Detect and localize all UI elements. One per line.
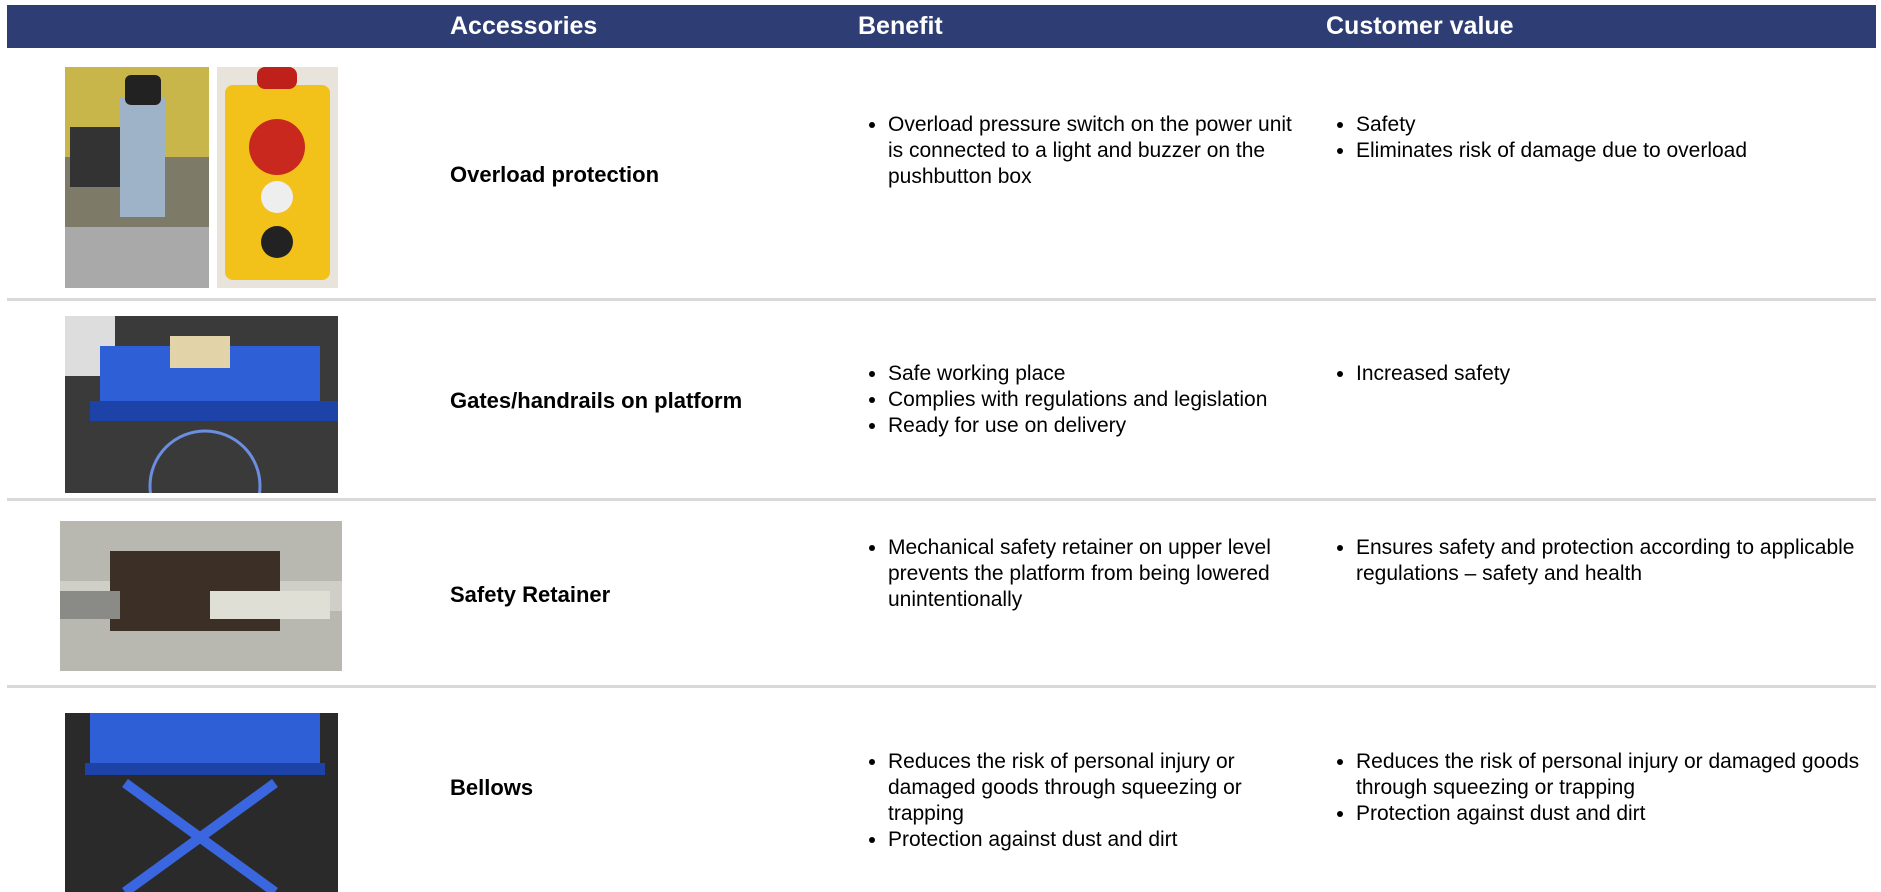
photo — [60, 521, 342, 671]
photo — [217, 67, 338, 288]
photo — [65, 67, 209, 288]
benefit-item: Reduces the risk of personal injury or d… — [888, 749, 1308, 827]
benefit-item: Overload pressure switch on the power un… — [888, 112, 1308, 190]
benefit-item: Mechanical safety retainer on upper leve… — [888, 535, 1308, 613]
value-list: Reduces the risk of personal injury or d… — [1326, 749, 1866, 827]
accessory-name: Safety Retainer — [450, 582, 611, 607]
header-cell: Benefit — [858, 12, 943, 40]
header-cell: Accessories — [450, 12, 598, 40]
benefit-list: Reduces the risk of personal injury or d… — [858, 749, 1308, 853]
accessory-name: Overload protection — [450, 162, 660, 187]
value-list: SafetyEliminates risk of damage due to o… — [1326, 112, 1866, 164]
row-separator — [7, 298, 1876, 301]
benefit-item: Safe working place — [888, 361, 1308, 387]
benefit-item: Protection against dust and dirt — [888, 827, 1308, 853]
benefit-list: Mechanical safety retainer on upper leve… — [858, 535, 1308, 613]
value-item: Eliminates risk of damage due to overloa… — [1356, 138, 1866, 164]
photo — [65, 316, 338, 493]
value-item: Protection against dust and dirt — [1356, 801, 1866, 827]
value-item: Safety — [1356, 112, 1866, 138]
header-cell: Customer value — [1326, 12, 1514, 40]
value-item: Increased safety — [1356, 361, 1866, 387]
accessory-name: Gates/handrails on platform — [450, 388, 743, 413]
header-bar: Accessories Benefit Customer value — [7, 5, 1876, 48]
value-list: Increased safety — [1326, 361, 1866, 387]
benefit-item: Ready for use on delivery — [888, 413, 1308, 439]
value-item: Reduces the risk of personal injury or d… — [1356, 749, 1866, 801]
benefit-list: Safe working placeComplies with regulati… — [858, 361, 1308, 439]
photo — [65, 713, 338, 892]
benefit-list: Overload pressure switch on the power un… — [858, 112, 1308, 190]
row-separator — [7, 498, 1876, 501]
row-separator — [7, 685, 1876, 688]
value-list: Ensures safety and protection according … — [1326, 535, 1866, 587]
value-item: Ensures safety and protection according … — [1356, 535, 1866, 587]
accessory-name: Bellows — [450, 775, 534, 800]
benefit-item: Complies with regulations and legislatio… — [888, 387, 1308, 413]
